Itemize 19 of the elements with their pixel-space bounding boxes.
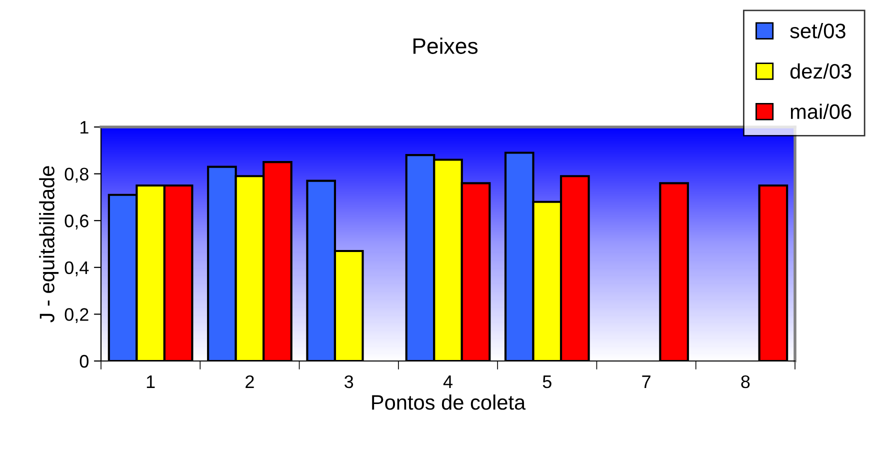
y-tick-label: 0,8 <box>64 168 88 183</box>
x-tick-label: 7 <box>642 376 650 388</box>
chart-title: Peixes <box>413 38 478 54</box>
x-tick-label: 8 <box>741 375 750 388</box>
x-tick-label: 1 <box>146 376 155 388</box>
y-tick-label: 0,2 <box>64 308 88 324</box>
y-tick-label: 0 <box>80 354 88 368</box>
legend-label: dez/03 <box>790 63 852 79</box>
x-tick-label: 5 <box>542 376 552 388</box>
y-tick-label: 0,6 <box>64 214 88 230</box>
x-tick-label: 3 <box>344 375 354 388</box>
y-tick-label: 0,4 <box>64 261 89 276</box>
y-tick-label: 1 <box>80 121 88 134</box>
y-axis-title: J - equitabilidade <box>39 166 59 322</box>
legend-label: set/03 <box>790 23 846 38</box>
x-tick-label: 4 <box>443 376 452 388</box>
legend-label: mai/06 <box>790 104 852 120</box>
x-axis-title: Pontos de coleta <box>372 394 526 410</box>
x-tick-label: 2 <box>246 375 254 388</box>
